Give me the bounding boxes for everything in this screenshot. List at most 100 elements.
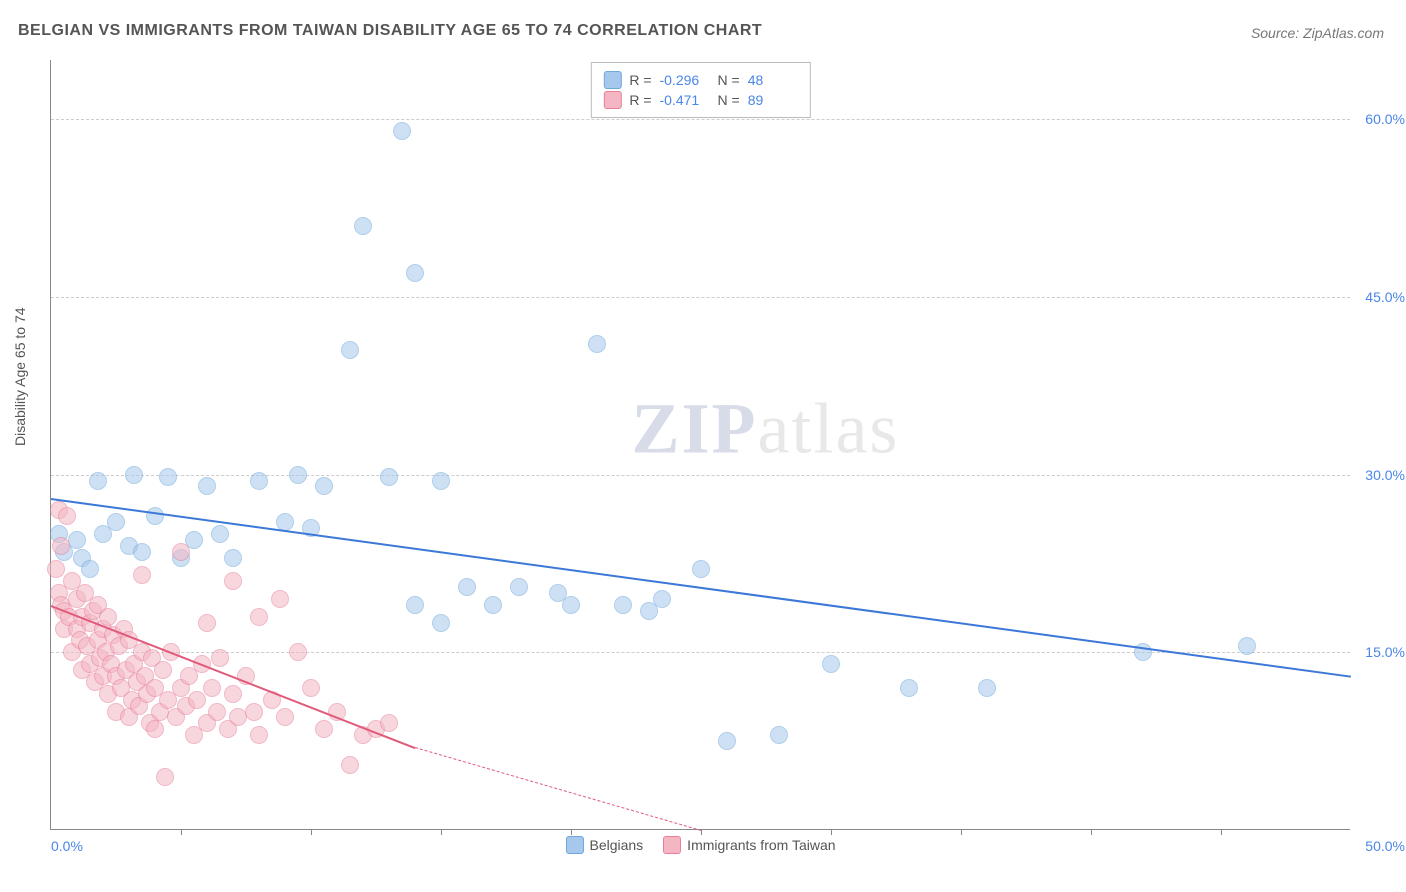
data-point (458, 578, 476, 596)
data-point (146, 720, 164, 738)
data-point (198, 477, 216, 495)
data-point (156, 768, 174, 786)
data-point (432, 614, 450, 632)
data-point (341, 341, 359, 359)
data-point (276, 708, 294, 726)
data-point (588, 335, 606, 353)
data-point (224, 549, 242, 567)
data-point (58, 507, 76, 525)
stat-n-value: 48 (748, 72, 798, 88)
x-tick (441, 829, 442, 835)
data-point (224, 685, 242, 703)
data-point (510, 578, 528, 596)
data-point (614, 596, 632, 614)
data-point (99, 608, 117, 626)
gridline (51, 297, 1350, 298)
data-point (52, 537, 70, 555)
x-tick (701, 829, 702, 835)
data-point (341, 756, 359, 774)
stat-r-value: -0.471 (660, 92, 710, 108)
data-point (203, 679, 221, 697)
x-tick (311, 829, 312, 835)
gridline (51, 652, 1350, 653)
chart-title: BELGIAN VS IMMIGRANTS FROM TAIWAN DISABI… (18, 22, 762, 40)
legend-swatch (603, 91, 621, 109)
data-point (380, 714, 398, 732)
data-point (81, 560, 99, 578)
x-tick-max: 50.0% (1365, 838, 1405, 854)
watermark: ZIPatlas (631, 388, 899, 471)
data-point (146, 507, 164, 525)
series-legend: Belgians Immigrants from Taiwan (565, 836, 835, 854)
stat-n-label: N = (718, 92, 740, 108)
data-point (692, 560, 710, 578)
data-point (289, 643, 307, 661)
gridline (51, 119, 1350, 120)
data-point (271, 590, 289, 608)
data-point (406, 596, 424, 614)
x-tick (831, 829, 832, 835)
x-tick-min: 0.0% (51, 838, 83, 854)
data-point (172, 543, 190, 561)
trend-line (415, 747, 701, 831)
data-point (653, 590, 671, 608)
x-tick (571, 829, 572, 835)
data-point (822, 655, 840, 673)
data-point (406, 264, 424, 282)
data-point (484, 596, 502, 614)
data-point (250, 472, 268, 490)
data-point (900, 679, 918, 697)
data-point (315, 477, 333, 495)
data-point (393, 122, 411, 140)
data-point (1238, 637, 1256, 655)
data-point (133, 566, 151, 584)
data-point (47, 560, 65, 578)
data-point (224, 572, 242, 590)
data-point (315, 720, 333, 738)
data-point (770, 726, 788, 744)
data-point (978, 679, 996, 697)
data-point (89, 472, 107, 490)
stats-row: R =-0.296N =48 (603, 71, 797, 89)
data-point (198, 614, 216, 632)
data-point (432, 472, 450, 490)
data-point (302, 679, 320, 697)
stat-n-value: 89 (748, 92, 798, 108)
legend-label: Belgians (589, 837, 643, 853)
data-point (250, 726, 268, 744)
data-point (211, 525, 229, 543)
data-point (718, 732, 736, 750)
y-tick-label: 15.0% (1365, 644, 1405, 660)
legend-label: Immigrants from Taiwan (687, 837, 835, 853)
x-tick (1221, 829, 1222, 835)
data-point (68, 531, 86, 549)
correlation-legend: R = -0.296 N = 48 R = -0.471 N = 89 (590, 62, 810, 118)
legend-swatch (603, 71, 621, 89)
stats-row: R = -0.471 N = 89 (603, 91, 797, 109)
data-point (125, 466, 143, 484)
data-point (380, 468, 398, 486)
x-tick (961, 829, 962, 835)
chart-source: Source: ZipAtlas.com (1251, 25, 1384, 41)
stat-n-label: N = (718, 72, 740, 88)
data-point (289, 466, 307, 484)
legend-swatch (663, 836, 681, 854)
y-axis-label: Disability Age 65 to 74 (12, 307, 28, 446)
legend-item: Belgians (565, 836, 643, 854)
data-point (354, 217, 372, 235)
data-point (133, 543, 151, 561)
x-tick (1091, 829, 1092, 835)
data-point (159, 468, 177, 486)
y-tick-label: 60.0% (1365, 111, 1405, 127)
stat-r-value: -0.296 (660, 72, 710, 88)
data-point (107, 513, 125, 531)
data-point (154, 661, 172, 679)
gridline (51, 475, 1350, 476)
y-tick-label: 30.0% (1365, 467, 1405, 483)
trend-line (51, 498, 1351, 678)
legend-item: Immigrants from Taiwan (663, 836, 835, 854)
data-point (562, 596, 580, 614)
plot-area: ZIPatlas R =-0.296N =48R =-0.471N =89 0.… (50, 60, 1350, 830)
stat-r-label: R = (629, 92, 651, 108)
data-point (245, 703, 263, 721)
